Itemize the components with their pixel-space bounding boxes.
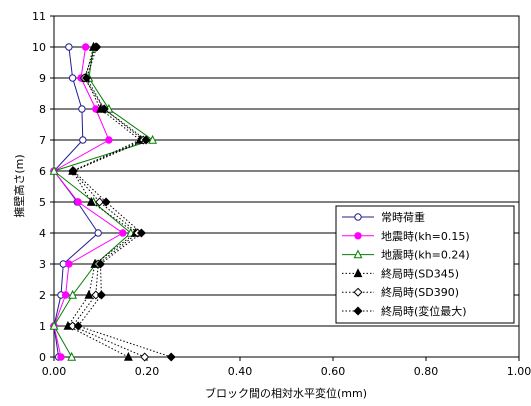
data-point xyxy=(65,260,73,268)
data-point xyxy=(65,43,73,51)
x-tick-label: 0.00 xyxy=(42,365,67,378)
data-point xyxy=(148,134,157,144)
data-point xyxy=(353,306,363,316)
data-point xyxy=(136,228,146,238)
legend-label: 地震時(kh=0.15) xyxy=(381,230,470,243)
y-axis-title: 擁壁高さ(m) xyxy=(12,154,26,217)
data-point xyxy=(99,104,109,114)
y-axis-ticks: 0 1 2 3 4 5 6 7 8 9 10 11 xyxy=(32,10,54,364)
data-point xyxy=(49,165,59,175)
y-tick-label: 11 xyxy=(32,10,46,23)
x-tick-label: 1.00 xyxy=(507,365,531,378)
y-tick-label: 3 xyxy=(39,258,46,271)
x-axis-title: ブロック間の相対水平変位(mm) xyxy=(205,386,367,400)
data-point xyxy=(353,268,363,278)
series-layer xyxy=(49,41,176,362)
y-tick-label: 7 xyxy=(39,134,46,147)
data-point xyxy=(68,289,78,299)
series-line xyxy=(71,46,145,358)
data-point xyxy=(353,249,363,259)
legend-entry: 地震時(kh=0.15) xyxy=(342,230,470,243)
data-point xyxy=(67,351,77,361)
x-axis-ticks: 0.00 0.20 0.40 0.60 0.80 1.00 xyxy=(42,357,531,378)
y-tick-label: 6 xyxy=(39,165,46,178)
data-point xyxy=(95,259,106,269)
data-point xyxy=(166,352,176,362)
data-point xyxy=(57,353,65,361)
x-tick-label: 0.60 xyxy=(321,365,346,378)
data-point xyxy=(86,196,96,206)
legend-entry: 終局時(SD390) xyxy=(342,285,459,299)
legend-entry: 常時荷重 xyxy=(342,210,425,224)
legend-box xyxy=(335,205,515,324)
series-6 xyxy=(69,42,176,362)
data-point xyxy=(92,42,102,52)
data-point xyxy=(105,136,113,144)
data-point xyxy=(123,351,133,361)
data-point xyxy=(94,229,102,237)
data-point xyxy=(140,352,150,362)
data-point xyxy=(68,74,77,82)
data-point xyxy=(101,197,111,207)
data-point xyxy=(353,287,363,297)
y-tick-label: 10 xyxy=(32,41,46,54)
y-tick-label: 1 xyxy=(39,320,46,333)
x-tick-label: 0.20 xyxy=(135,365,160,378)
y-tick-label: 8 xyxy=(39,103,46,116)
legend-label: 常時荷重 xyxy=(381,210,425,224)
legend-entry: 終局時(変位最大) xyxy=(342,304,467,318)
y-tick-label: 5 xyxy=(39,196,46,209)
data-point xyxy=(61,291,70,299)
legend-label: 終局時(SD390) xyxy=(381,285,459,299)
legend-label: 終局時(変位最大) xyxy=(381,304,467,318)
data-point xyxy=(78,105,86,113)
data-point xyxy=(96,290,106,300)
data-point xyxy=(119,229,127,237)
data-point xyxy=(354,232,362,240)
plot-area xyxy=(53,15,520,358)
x-tick-label: 0.80 xyxy=(414,365,439,378)
legend-entry: 終局時(SD345) xyxy=(342,266,459,280)
data-point xyxy=(73,321,83,331)
data-point xyxy=(84,289,94,299)
y-tick-label: 4 xyxy=(39,227,46,240)
legend-label: 地震時(kh=0.24) xyxy=(381,249,470,262)
legend-entry: 地震時(kh=0.24) xyxy=(342,249,470,262)
data-point xyxy=(69,166,79,176)
data-point xyxy=(49,320,59,330)
data-point xyxy=(354,213,362,221)
data-point xyxy=(82,73,92,83)
y-tick-label: 9 xyxy=(39,72,46,85)
data-point xyxy=(141,135,151,145)
x-tick-label: 0.40 xyxy=(228,365,253,378)
data-point xyxy=(95,197,105,207)
legend-label: 終局時(SD345) xyxy=(381,266,459,280)
data-point xyxy=(74,198,82,206)
data-point xyxy=(81,43,90,51)
data-point xyxy=(79,136,87,144)
y-tick-label: 0 xyxy=(39,351,46,364)
y-tick-label: 2 xyxy=(39,289,46,302)
